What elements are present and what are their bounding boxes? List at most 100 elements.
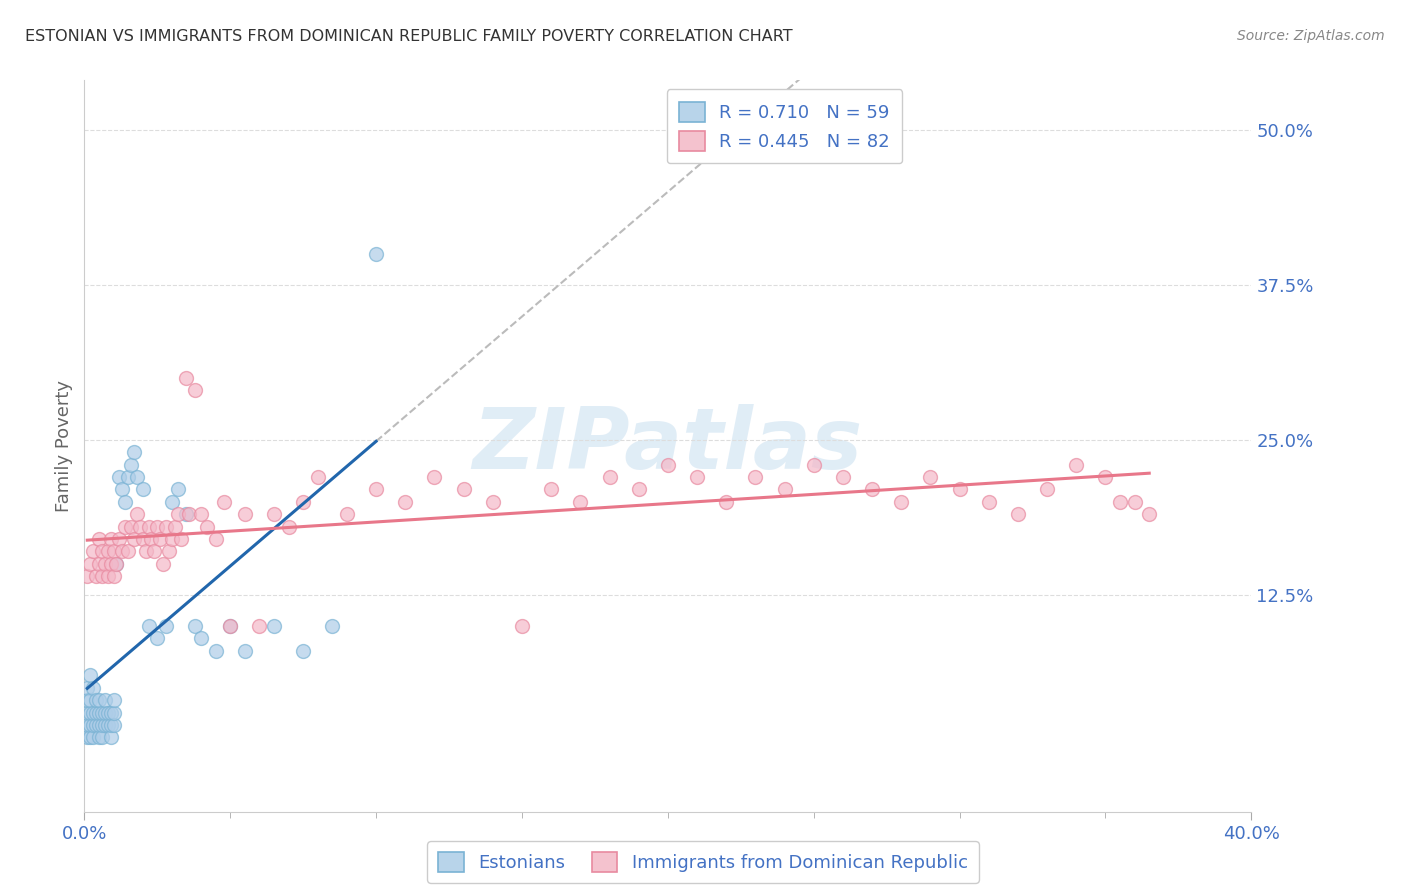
Point — [90, 569, 112, 583]
Point — [214, 495, 236, 509]
Point — [128, 519, 150, 533]
Text: ESTONIAN VS IMMIGRANTS FROM DOMINICAN REPUBLIC FAMILY POVERTY CORRELATION CHART: ESTONIAN VS IMMIGRANTS FROM DOMINICAN RE… — [25, 29, 793, 44]
Point — [166, 483, 188, 497]
Point — [108, 470, 131, 484]
Point — [143, 544, 166, 558]
Point — [84, 693, 107, 707]
Point — [76, 731, 98, 745]
Point — [157, 544, 180, 558]
Point — [166, 507, 188, 521]
Point — [307, 470, 329, 484]
Point — [97, 718, 120, 732]
Point — [716, 495, 738, 509]
Point — [773, 483, 796, 497]
Point — [249, 619, 271, 633]
Point — [97, 544, 120, 558]
Point — [122, 445, 145, 459]
Point — [184, 383, 207, 397]
Point — [90, 731, 112, 745]
Point — [82, 681, 104, 695]
Point — [87, 731, 110, 745]
Point — [482, 495, 505, 509]
Point — [336, 507, 359, 521]
Point — [100, 706, 122, 720]
Point — [122, 532, 145, 546]
Point — [219, 619, 242, 633]
Point — [97, 706, 120, 720]
Point — [832, 470, 855, 484]
Point — [169, 532, 191, 546]
Point — [111, 483, 134, 497]
Point — [103, 706, 125, 720]
Point — [176, 371, 198, 385]
Point — [100, 532, 122, 546]
Point — [90, 706, 112, 720]
Point — [76, 706, 98, 720]
Point — [292, 643, 315, 657]
Point — [569, 495, 592, 509]
Point — [160, 495, 183, 509]
Point — [76, 718, 98, 732]
Point — [138, 619, 160, 633]
Point — [90, 544, 112, 558]
Point — [114, 495, 136, 509]
Point — [135, 544, 157, 558]
Point — [79, 557, 101, 571]
Point — [686, 470, 709, 484]
Point — [87, 557, 110, 571]
Point — [657, 458, 679, 472]
Point — [321, 619, 343, 633]
Point — [87, 718, 110, 732]
Point — [84, 718, 107, 732]
Point — [100, 557, 122, 571]
Point — [84, 706, 107, 720]
Point — [1109, 495, 1132, 509]
Point — [149, 532, 172, 546]
Point — [366, 247, 388, 261]
Point — [510, 619, 533, 633]
Point — [1007, 507, 1029, 521]
Point — [423, 470, 446, 484]
Point — [160, 532, 183, 546]
Text: ZIPatlas: ZIPatlas — [472, 404, 863, 488]
Point — [599, 470, 621, 484]
Point — [132, 532, 155, 546]
Point — [860, 483, 883, 497]
Point — [103, 693, 125, 707]
Point — [277, 519, 299, 533]
Point — [105, 557, 128, 571]
Point — [195, 519, 218, 533]
Point — [120, 458, 142, 472]
Point — [79, 718, 101, 732]
Point — [84, 569, 107, 583]
Point — [453, 483, 475, 497]
Point — [79, 706, 101, 720]
Point — [103, 544, 125, 558]
Point — [292, 495, 315, 509]
Point — [94, 718, 117, 732]
Point — [366, 483, 388, 497]
Point — [949, 483, 972, 497]
Point — [394, 495, 416, 509]
Point — [114, 519, 136, 533]
Point — [184, 619, 207, 633]
Point — [117, 470, 139, 484]
Point — [105, 557, 128, 571]
Point — [204, 532, 226, 546]
Point — [540, 483, 562, 497]
Point — [163, 519, 186, 533]
Legend: Estonians, Immigrants from Dominican Republic: Estonians, Immigrants from Dominican Rep… — [427, 841, 979, 883]
Point — [82, 731, 104, 745]
Point — [803, 458, 825, 472]
Point — [146, 631, 169, 645]
Point — [219, 619, 242, 633]
Point — [152, 557, 174, 571]
Point — [82, 706, 104, 720]
Point — [744, 470, 766, 484]
Point — [100, 731, 122, 745]
Point — [1036, 483, 1059, 497]
Point — [76, 693, 98, 707]
Point — [263, 619, 285, 633]
Point — [97, 569, 120, 583]
Point — [179, 507, 201, 521]
